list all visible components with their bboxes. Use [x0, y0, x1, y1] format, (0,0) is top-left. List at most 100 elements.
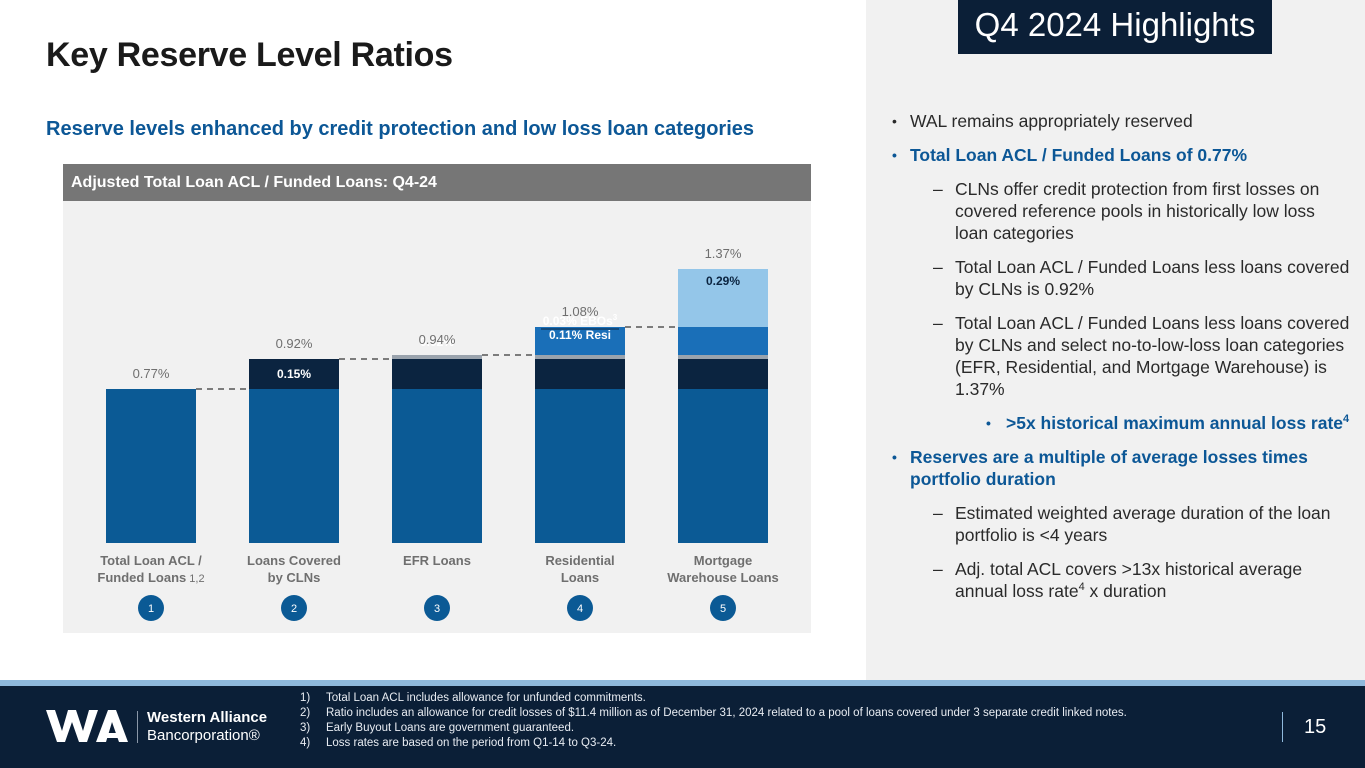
- bullet-marker: •: [986, 415, 991, 431]
- bullet-marker: –: [933, 179, 943, 199]
- category-label: Loans Covered: [247, 553, 341, 568]
- bar-segment: [535, 359, 625, 389]
- bar-total-label: 0.94%: [419, 332, 456, 347]
- bullet-text: Adj. total ACL covers >13x historical av…: [955, 559, 1303, 601]
- bullet-text: Estimated weighted average duration of t…: [955, 503, 1331, 545]
- bullet-text: Total Loan ACL / Funded Loans less loans…: [955, 313, 1350, 399]
- bullet-marker: •: [892, 449, 897, 465]
- category-label: Warehouse Loans: [667, 570, 778, 585]
- highlight-bullet: – Total Loan ACL / Funded Loans less loan…: [890, 256, 1350, 300]
- category-badge-number: 5: [720, 603, 726, 615]
- footnote-number: 2): [300, 707, 311, 719]
- category-badge: [424, 595, 450, 621]
- highlight-bullet: • Reserves are a multiple of average loss…: [890, 446, 1350, 490]
- footnote-number: 3): [300, 722, 311, 734]
- footnote: 1) Total Loan ACL includes allowance for …: [300, 691, 1260, 706]
- page-number-divider: [1282, 712, 1283, 742]
- footnote-text: Loss rates are based on the period from …: [326, 737, 617, 749]
- category-badge-number: 4: [577, 603, 583, 615]
- footnote: 4) Loss rates are based on the period fro…: [300, 736, 1260, 751]
- bullet-text: Total Loan ACL / Funded Loans less loans…: [955, 257, 1350, 299]
- bullet-text: WAL remains appropriately reserved: [910, 111, 1193, 131]
- logo-name: Western Alliance: [147, 709, 268, 726]
- category-badge-number: 3: [434, 603, 440, 615]
- footer: [0, 686, 1365, 768]
- footnote-number: 4): [300, 737, 311, 749]
- bullet-marker: –: [933, 313, 943, 333]
- category-badge-number: 1: [148, 603, 154, 615]
- bullet-text: CLNs offer credit protection from first …: [955, 179, 1320, 243]
- bar-total-label: 1.08%: [562, 304, 599, 319]
- segment-label: 0.11% Resi: [549, 328, 611, 342]
- segment-label: 0.03% EBOs3: [543, 313, 618, 328]
- bar-total-label: 1.37%: [705, 246, 742, 261]
- highlights-panel: [866, 0, 1365, 683]
- footnote-text: Early Buyout Loans are government guaran…: [326, 722, 575, 734]
- bullet-marker: –: [933, 257, 943, 277]
- bullet-marker: –: [933, 559, 943, 579]
- bar-segment: [392, 389, 482, 543]
- bar-segment: [678, 327, 768, 333]
- page-title: Key Reserve Level Ratios: [46, 36, 453, 74]
- page-subtitle: Reserve levels enhanced by credit protec…: [46, 118, 755, 140]
- bar-segment: [535, 389, 625, 543]
- bar-total-label: 0.92%: [276, 336, 313, 351]
- footnotes: 1) Total Loan ACL includes allowance for …: [300, 691, 1260, 751]
- highlight-bullet: • WAL remains appropriately reserved: [890, 110, 1350, 132]
- highlights-title: Q4 2024 Highlights: [958, 0, 1272, 54]
- footnote-ref: 4: [1343, 413, 1350, 426]
- footnote-text: Total Loan ACL includes allowance for un…: [326, 692, 646, 704]
- category-badge: [281, 595, 307, 621]
- bullet-text: >5x historical maximum annual loss rate: [1006, 413, 1344, 433]
- reserve-ratio-chart: 0.77% Total Loan ACL / Funded Loans 1,2 1 0.1…: [97, 246, 779, 621]
- highlight-bullet: – Total Loan ACL / Funded Loans less loan…: [890, 312, 1350, 400]
- bar-segment: [249, 359, 339, 389]
- category-label: EFR Loans: [403, 553, 471, 568]
- bullet-text: Total Loan ACL / Funded Loans of 0.77%: [910, 145, 1248, 165]
- category-badge: [138, 595, 164, 621]
- footnote-text: Ratio includes an allowance for credit l…: [326, 707, 1127, 719]
- footnote-ref: 3: [613, 313, 618, 322]
- segment-label: 0.15%: [277, 367, 311, 381]
- category-badge: [567, 595, 593, 621]
- bar-segment: [678, 359, 768, 389]
- bar-segment: [678, 389, 768, 543]
- bullet-marker: •: [892, 113, 897, 129]
- category-badge-number: 2: [291, 603, 297, 615]
- footnote: 2) Ratio includes an allowance for credit…: [300, 706, 1260, 721]
- highlight-bullet: • >5x historical maximum annual loss rate…: [890, 412, 1350, 434]
- bar-segment: [535, 327, 625, 333]
- highlight-bullet: • Total Loan ACL / Funded Loans of 0.77%: [890, 144, 1350, 166]
- category-label: Residential: [545, 553, 614, 568]
- page-number: 15: [1304, 716, 1327, 738]
- footer-accent-strip: [0, 680, 1365, 686]
- bar-segment: [392, 355, 482, 359]
- segment-label: 0.02%: [420, 335, 454, 349]
- footnote-ref: 1,2: [189, 573, 204, 585]
- bar-segment: [678, 269, 768, 327]
- highlight-bullet: – CLNs offer credit protection from first…: [890, 178, 1350, 244]
- bar-segment: [106, 389, 196, 543]
- bar-segment: [678, 333, 768, 355]
- category-label: Funded Loans 1,2: [97, 570, 204, 585]
- bullet-marker: •: [892, 147, 897, 163]
- category-badge: [710, 595, 736, 621]
- highlights-bullets: • WAL remains appropriately reserved • Tota…: [890, 110, 1350, 614]
- category-label: Loans: [561, 570, 599, 585]
- western-alliance-logo-icon: [46, 710, 128, 742]
- bar-segment: [535, 355, 625, 359]
- footnote: 3) Early Buyout Loans are government guar…: [300, 721, 1260, 736]
- category-label: by CLNs: [268, 570, 321, 585]
- bar-total-label: 0.77%: [133, 366, 170, 381]
- highlight-bullet: – Adj. total ACL covers >13x historical a…: [890, 558, 1350, 602]
- highlight-bullet: – Estimated weighted average duration of …: [890, 502, 1350, 546]
- bar-segment: [392, 359, 482, 389]
- chart-title: Adjusted Total Loan ACL / Funded Loans: …: [63, 164, 811, 201]
- segment-label: 0.29%: [706, 274, 740, 288]
- bullet-text-tail: x duration: [1084, 581, 1167, 601]
- footnote-ref: 4: [1078, 581, 1085, 594]
- bar-segment: [678, 355, 768, 359]
- bar-segment: [249, 389, 339, 543]
- footnote-number: 1): [300, 692, 311, 704]
- bar-segment: [535, 333, 625, 355]
